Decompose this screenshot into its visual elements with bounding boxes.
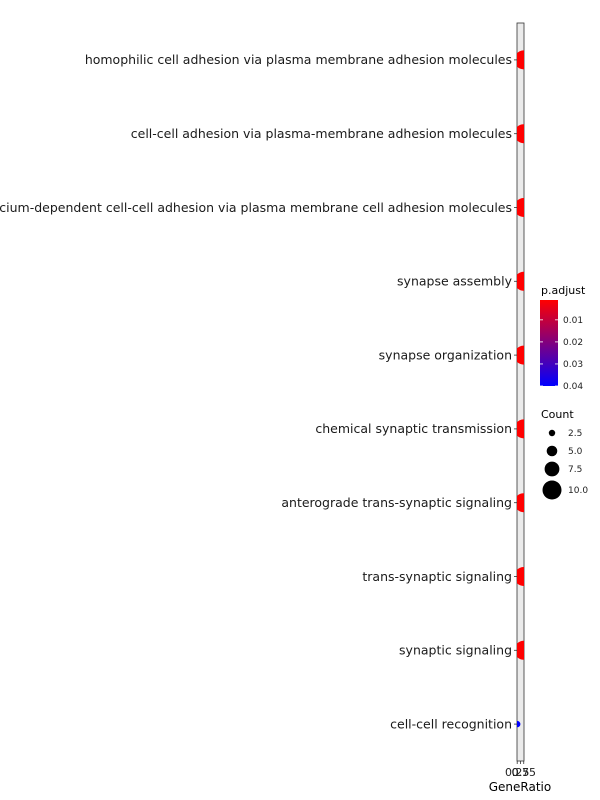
color-legend-title: p.adjust	[541, 284, 586, 297]
x-axis-ticks: 0.250.50.75	[505, 761, 536, 779]
data-point	[517, 271, 524, 291]
color-legend-label: 0.02	[563, 338, 583, 348]
size-legend-dot	[542, 480, 562, 500]
size-legend-label: 5.0	[568, 447, 583, 457]
category-label: chemical synaptic transmission	[315, 421, 512, 436]
data-point	[517, 567, 524, 586]
category-label: trans-synaptic signaling	[362, 569, 512, 584]
category-label: calcium-dependent cell-cell adhesion via…	[0, 200, 512, 215]
data-point	[517, 640, 524, 660]
color-legend-labels: 0.01 0.02 0.03 0.04	[540, 316, 583, 392]
category-label: cell-cell recognition	[390, 716, 512, 731]
category-label: synapse organization	[379, 347, 512, 362]
color-legend-label: 0.03	[563, 360, 583, 370]
x-tick-label: 0.5	[512, 766, 530, 779]
data-point	[517, 493, 524, 513]
size-legend-dot	[546, 445, 558, 457]
size-legend-label: 10.0	[568, 486, 588, 496]
data-point	[517, 124, 524, 144]
data-point	[517, 50, 524, 70]
color-legend-bar	[540, 300, 558, 386]
category-label: cell-cell adhesion via plasma-membrane a…	[131, 126, 512, 141]
data-point	[517, 419, 524, 439]
size-legend-label: 7.5	[568, 465, 582, 475]
data-point	[517, 345, 524, 365]
category-label: homophilic cell adhesion via plasma memb…	[85, 52, 512, 67]
data-point	[517, 720, 521, 728]
color-legend-label: 0.04	[563, 382, 583, 392]
data-point	[517, 198, 524, 217]
size-legend-dot	[544, 461, 560, 477]
color-legend-label: 0.01	[563, 316, 583, 326]
x-tick-label: 0.25	[505, 766, 530, 779]
size-legend: 2.5 5.0 7.5 10.0	[542, 429, 588, 500]
category-labels: homophilic cell adhesion via plasma memb…	[0, 52, 517, 731]
category-label: synapse assembly	[397, 274, 513, 289]
points-layer	[517, 50, 524, 728]
category-label: anterograde trans-synaptic signaling	[281, 495, 512, 510]
x-axis-title: GeneRatio	[489, 780, 551, 794]
size-legend-dot	[548, 429, 556, 437]
x-tick-label: 0.75	[511, 766, 536, 779]
size-legend-label: 2.5	[568, 429, 582, 439]
size-legend-title: Count	[541, 408, 574, 421]
category-label: synaptic signaling	[399, 643, 512, 658]
